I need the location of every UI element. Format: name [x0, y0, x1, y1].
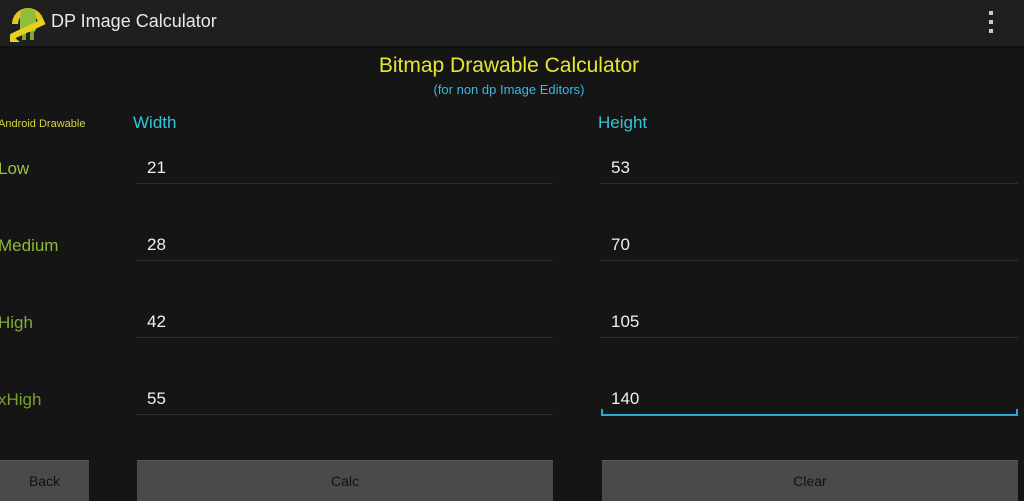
width-value: 42: [147, 312, 166, 331]
android-ruler-icon: [10, 8, 46, 42]
page-title: Bitmap Drawable Calculator: [378, 54, 640, 77]
width-input-medium[interactable]: 28: [137, 230, 553, 261]
app-title: DP Image Calculator: [51, 11, 217, 31]
action-bar: DP Image Calculator: [0, 0, 1024, 48]
height-value: 105: [611, 312, 640, 331]
page-subtitle: (for non dp Image Editors): [433, 82, 585, 97]
height-input-low[interactable]: 53: [601, 153, 1018, 184]
width-value: 55: [147, 389, 166, 408]
height-input-xhigh[interactable]: 140: [601, 384, 1018, 416]
height-column-header: Height: [598, 113, 648, 132]
overflow-menu-icon[interactable]: [984, 10, 998, 36]
width-input-high[interactable]: 42: [137, 307, 553, 338]
height-value: 140: [611, 389, 640, 408]
row-label-high: High: [0, 313, 33, 332]
row-label-low: Low: [0, 159, 30, 178]
width-value: 21: [147, 158, 166, 177]
drawable-column-header: Android Drawable: [0, 118, 86, 130]
width-input-xhigh[interactable]: 55: [137, 384, 553, 415]
height-value: 53: [611, 158, 630, 177]
height-input-medium[interactable]: 70: [601, 230, 1018, 261]
back-button[interactable]: Back: [0, 460, 89, 501]
row-label-xhigh: xHigh: [0, 390, 42, 409]
width-value: 28: [147, 235, 166, 254]
calc-button[interactable]: Calc: [137, 460, 553, 501]
row-label-medium: Medium: [0, 236, 59, 255]
clear-button[interactable]: Clear: [602, 460, 1018, 501]
width-input-low[interactable]: 21: [137, 153, 553, 184]
width-column-header: Width: [133, 113, 177, 132]
height-value: 70: [611, 235, 630, 254]
height-input-high[interactable]: 105: [601, 307, 1018, 338]
